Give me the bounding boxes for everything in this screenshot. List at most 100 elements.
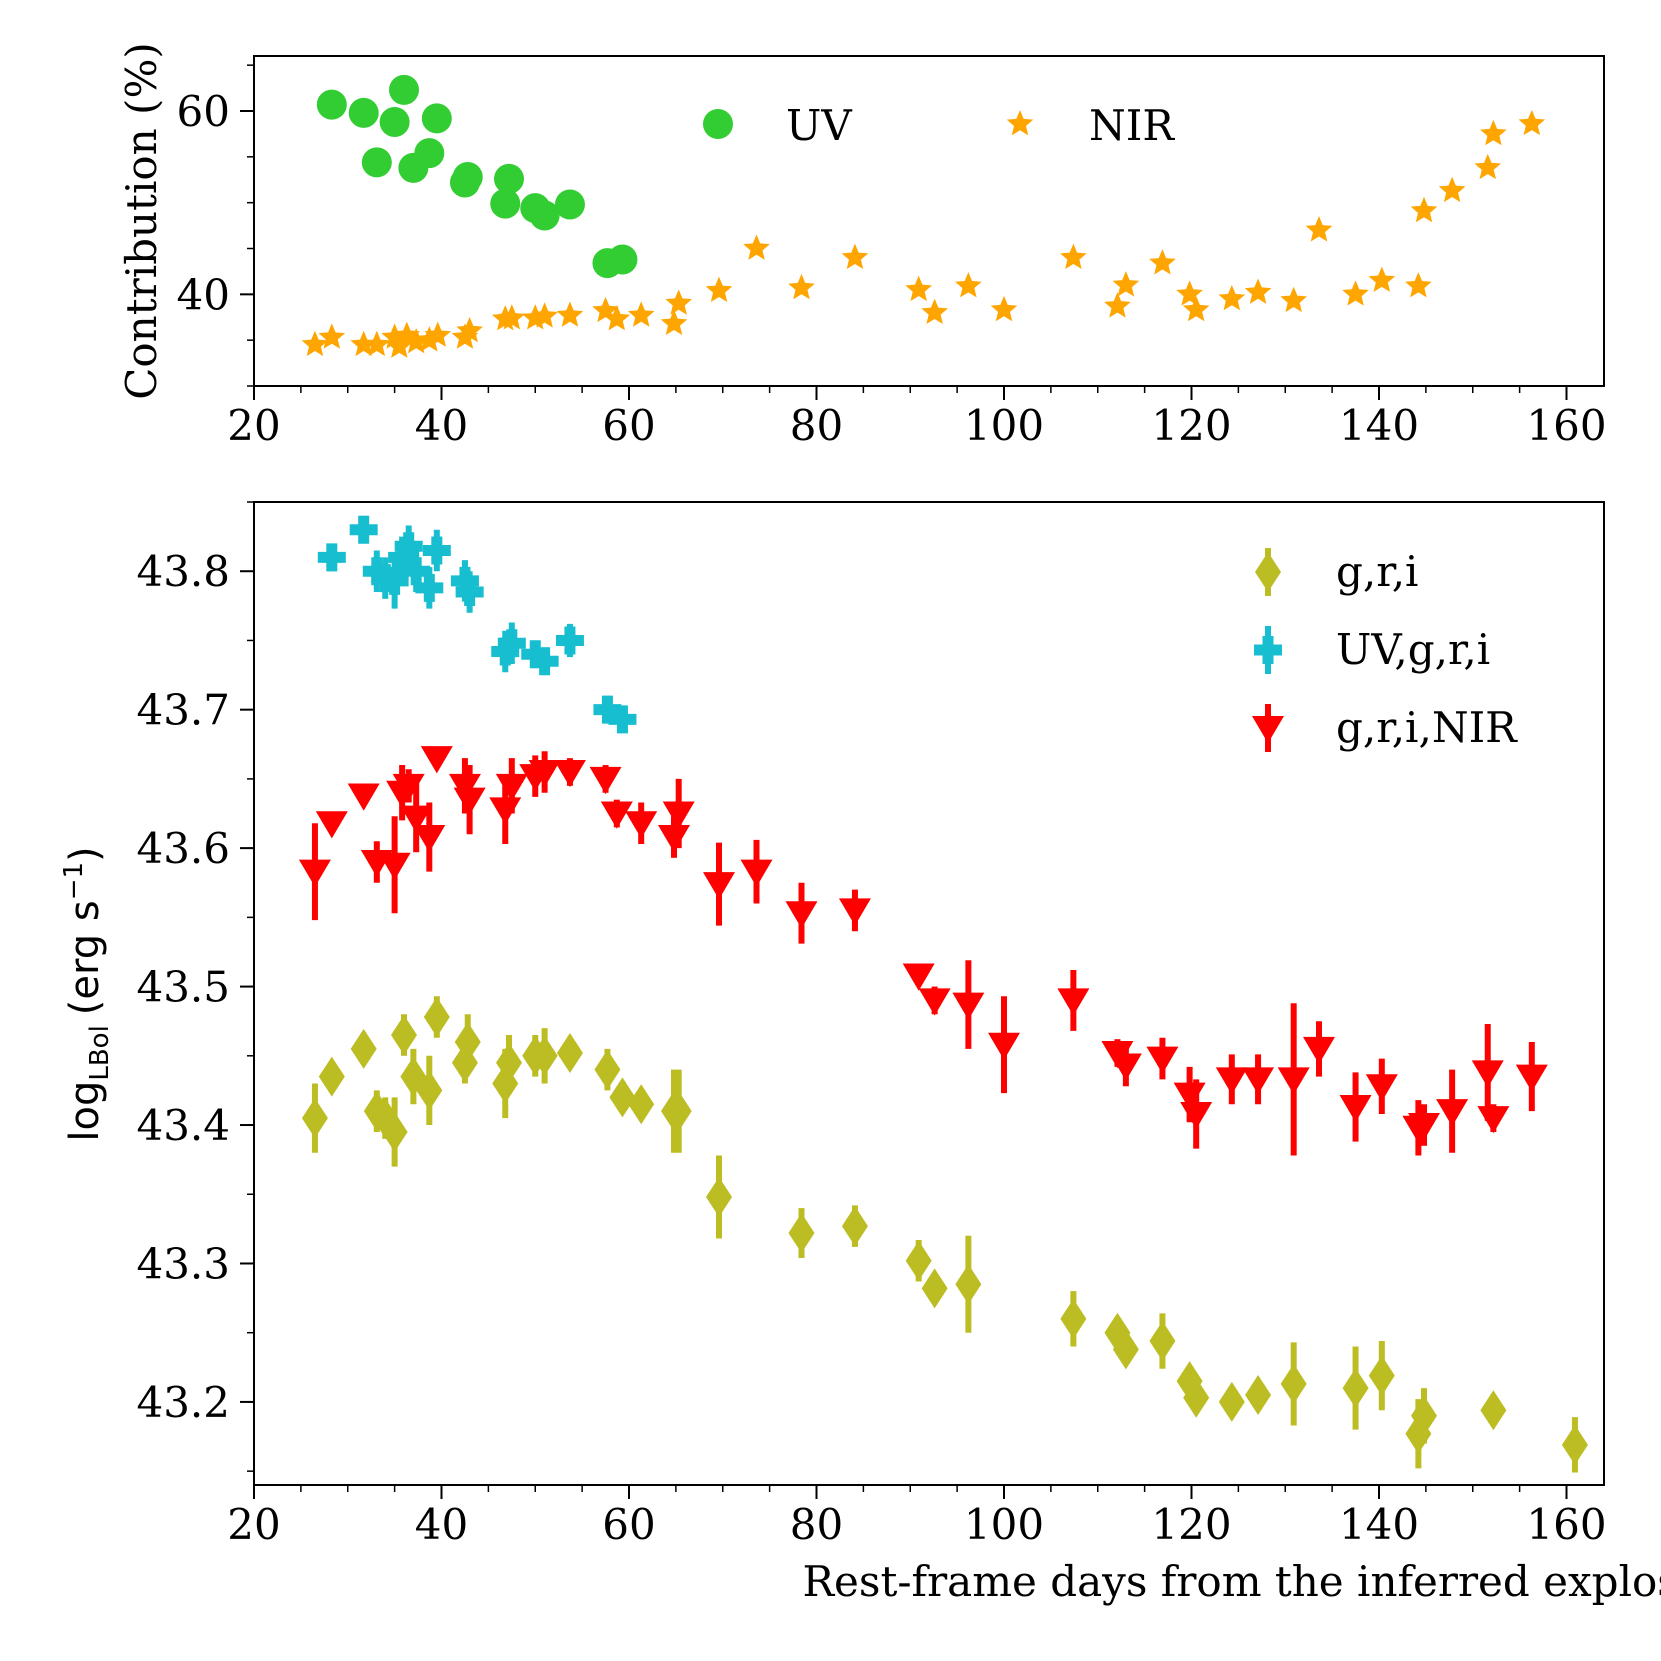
point-g-r-i-nir — [918, 988, 951, 1016]
point-nir — [660, 309, 688, 335]
point-g-r-i-nir — [1303, 1036, 1335, 1065]
point-g-r-i — [423, 997, 450, 1038]
point-g-r-i-nir — [489, 797, 522, 825]
point-nir — [363, 330, 391, 357]
x-tick-label: 40 — [415, 401, 468, 450]
top-y-axis-label: Contribution (%) — [117, 42, 166, 399]
point-nir — [1405, 272, 1432, 298]
point-nir — [1305, 216, 1333, 242]
point-g-r-i — [921, 1268, 948, 1309]
point-g-r-i — [609, 1077, 636, 1118]
point-nir — [905, 275, 932, 302]
point-g-r-i-nir — [658, 825, 690, 853]
bottom-x-axis-label: Rest-frame days from the inferred explos… — [802, 1557, 1661, 1606]
point-g-r-i-nir — [1339, 1095, 1372, 1123]
point-g-r-i — [1342, 1368, 1369, 1409]
point-nir — [743, 234, 770, 260]
point-g-r-i-nir — [1515, 1064, 1548, 1092]
point-g-r-i-nir — [453, 787, 486, 815]
point-g-r-i-nir — [1277, 1067, 1310, 1095]
point-g-r-i — [905, 1240, 932, 1281]
x-tick-label: 40 — [415, 1500, 468, 1549]
legend-marker-nir — [1006, 110, 1034, 136]
y-tick-label: 43.3 — [136, 1239, 230, 1288]
point-g-r-i — [381, 1111, 408, 1152]
point-g-r-i-nir — [1477, 1106, 1510, 1134]
point-uv-g-r-i — [491, 637, 520, 666]
x-tick-label: 80 — [790, 1500, 843, 1549]
x-tick-label: 60 — [602, 1500, 655, 1549]
legend-label-nir: NIR — [1089, 101, 1175, 150]
point-uv-g-r-i — [394, 532, 423, 561]
point-g-r-i — [1368, 1355, 1395, 1396]
x-tick-label: 20 — [227, 1500, 280, 1549]
legend-marker-grinir — [1252, 704, 1284, 752]
point-uv-g-r-i — [497, 629, 526, 658]
point-g-r-i — [706, 1177, 732, 1218]
bottom-axis-ticks: 20 40 60 80 100 120 140 160 43.2 43.3 43.4 43.5 43.6… — [136, 501, 1607, 1549]
point-g-r-i-nir — [740, 859, 773, 887]
x-tick-label: 60 — [602, 401, 655, 450]
point-uv — [529, 200, 560, 231]
point-nir — [1368, 266, 1396, 292]
point-g-r-i-nir — [600, 801, 633, 829]
star-icon — [1006, 110, 1034, 136]
point-g-r-i-nir — [448, 773, 481, 802]
y-tick-label: 43.7 — [136, 686, 230, 735]
point-uv-g-r-i — [349, 515, 378, 544]
point-g-r-i — [1280, 1363, 1307, 1404]
point-nir — [990, 295, 1018, 322]
point-nir — [1518, 109, 1546, 136]
point-nir — [1474, 153, 1502, 180]
point-uv-g-r-i — [415, 573, 444, 602]
top-axis-ticks: 20 40 60 80 100 120 140 160 40 60 — [177, 64, 1607, 450]
point-nir — [1280, 286, 1307, 313]
point-nir — [603, 305, 631, 331]
point-nir — [1218, 284, 1246, 311]
y-label-units-superscript: −1 — [59, 862, 89, 900]
point-g-r-i — [301, 1098, 328, 1139]
point-uv — [494, 163, 524, 194]
point-nir — [1480, 119, 1507, 146]
point-nir — [301, 330, 329, 357]
legend-label-uv: UV — [786, 101, 852, 150]
point-uv-g-r-i — [521, 640, 550, 669]
top-legend: UV NIR — [703, 101, 1175, 150]
point-nir — [665, 289, 692, 315]
point-g-r-i-nir — [1242, 1067, 1275, 1095]
x-tick-label: 100 — [964, 401, 1044, 450]
point-nir — [788, 273, 815, 300]
point-nir — [318, 323, 346, 349]
point-uv — [452, 162, 483, 192]
point-g-r-i — [665, 1091, 692, 1132]
point-g-r-i — [628, 1084, 655, 1125]
point-nir — [1149, 249, 1176, 275]
point-g-r-i — [496, 1042, 522, 1083]
point-g-r-i — [1149, 1321, 1176, 1362]
point-uv — [316, 89, 347, 120]
point-nir — [416, 326, 443, 352]
point-uv-g-r-i — [422, 536, 451, 565]
point-g-r-i-nir — [952, 992, 985, 1020]
x-tick-label: 80 — [790, 401, 843, 450]
point-g-r-i-nir — [400, 805, 433, 833]
point-nir — [1410, 196, 1438, 223]
y-tick-label: 43.4 — [136, 1101, 230, 1150]
point-g-r-i-nir — [298, 859, 331, 887]
top-plot-frame — [253, 55, 1605, 387]
x-tick-label: 140 — [1339, 401, 1419, 450]
x-tick-label: 160 — [1526, 401, 1606, 450]
point-g-r-i-nir — [662, 801, 695, 829]
point-nir — [424, 321, 452, 347]
point-nir — [1182, 295, 1210, 322]
point-g-r-i — [454, 1021, 481, 1062]
point-g-r-i-nir — [378, 852, 411, 880]
point-nir — [531, 302, 558, 328]
point-g-r-i-nir — [902, 963, 935, 991]
legend-marker-uv — [703, 109, 733, 139]
x-tick-label: 20 — [227, 401, 280, 450]
point-uv — [554, 189, 585, 220]
point-uv-g-r-i — [402, 557, 431, 586]
point-g-r-i-nir — [1146, 1046, 1179, 1074]
point-uv — [490, 188, 521, 219]
